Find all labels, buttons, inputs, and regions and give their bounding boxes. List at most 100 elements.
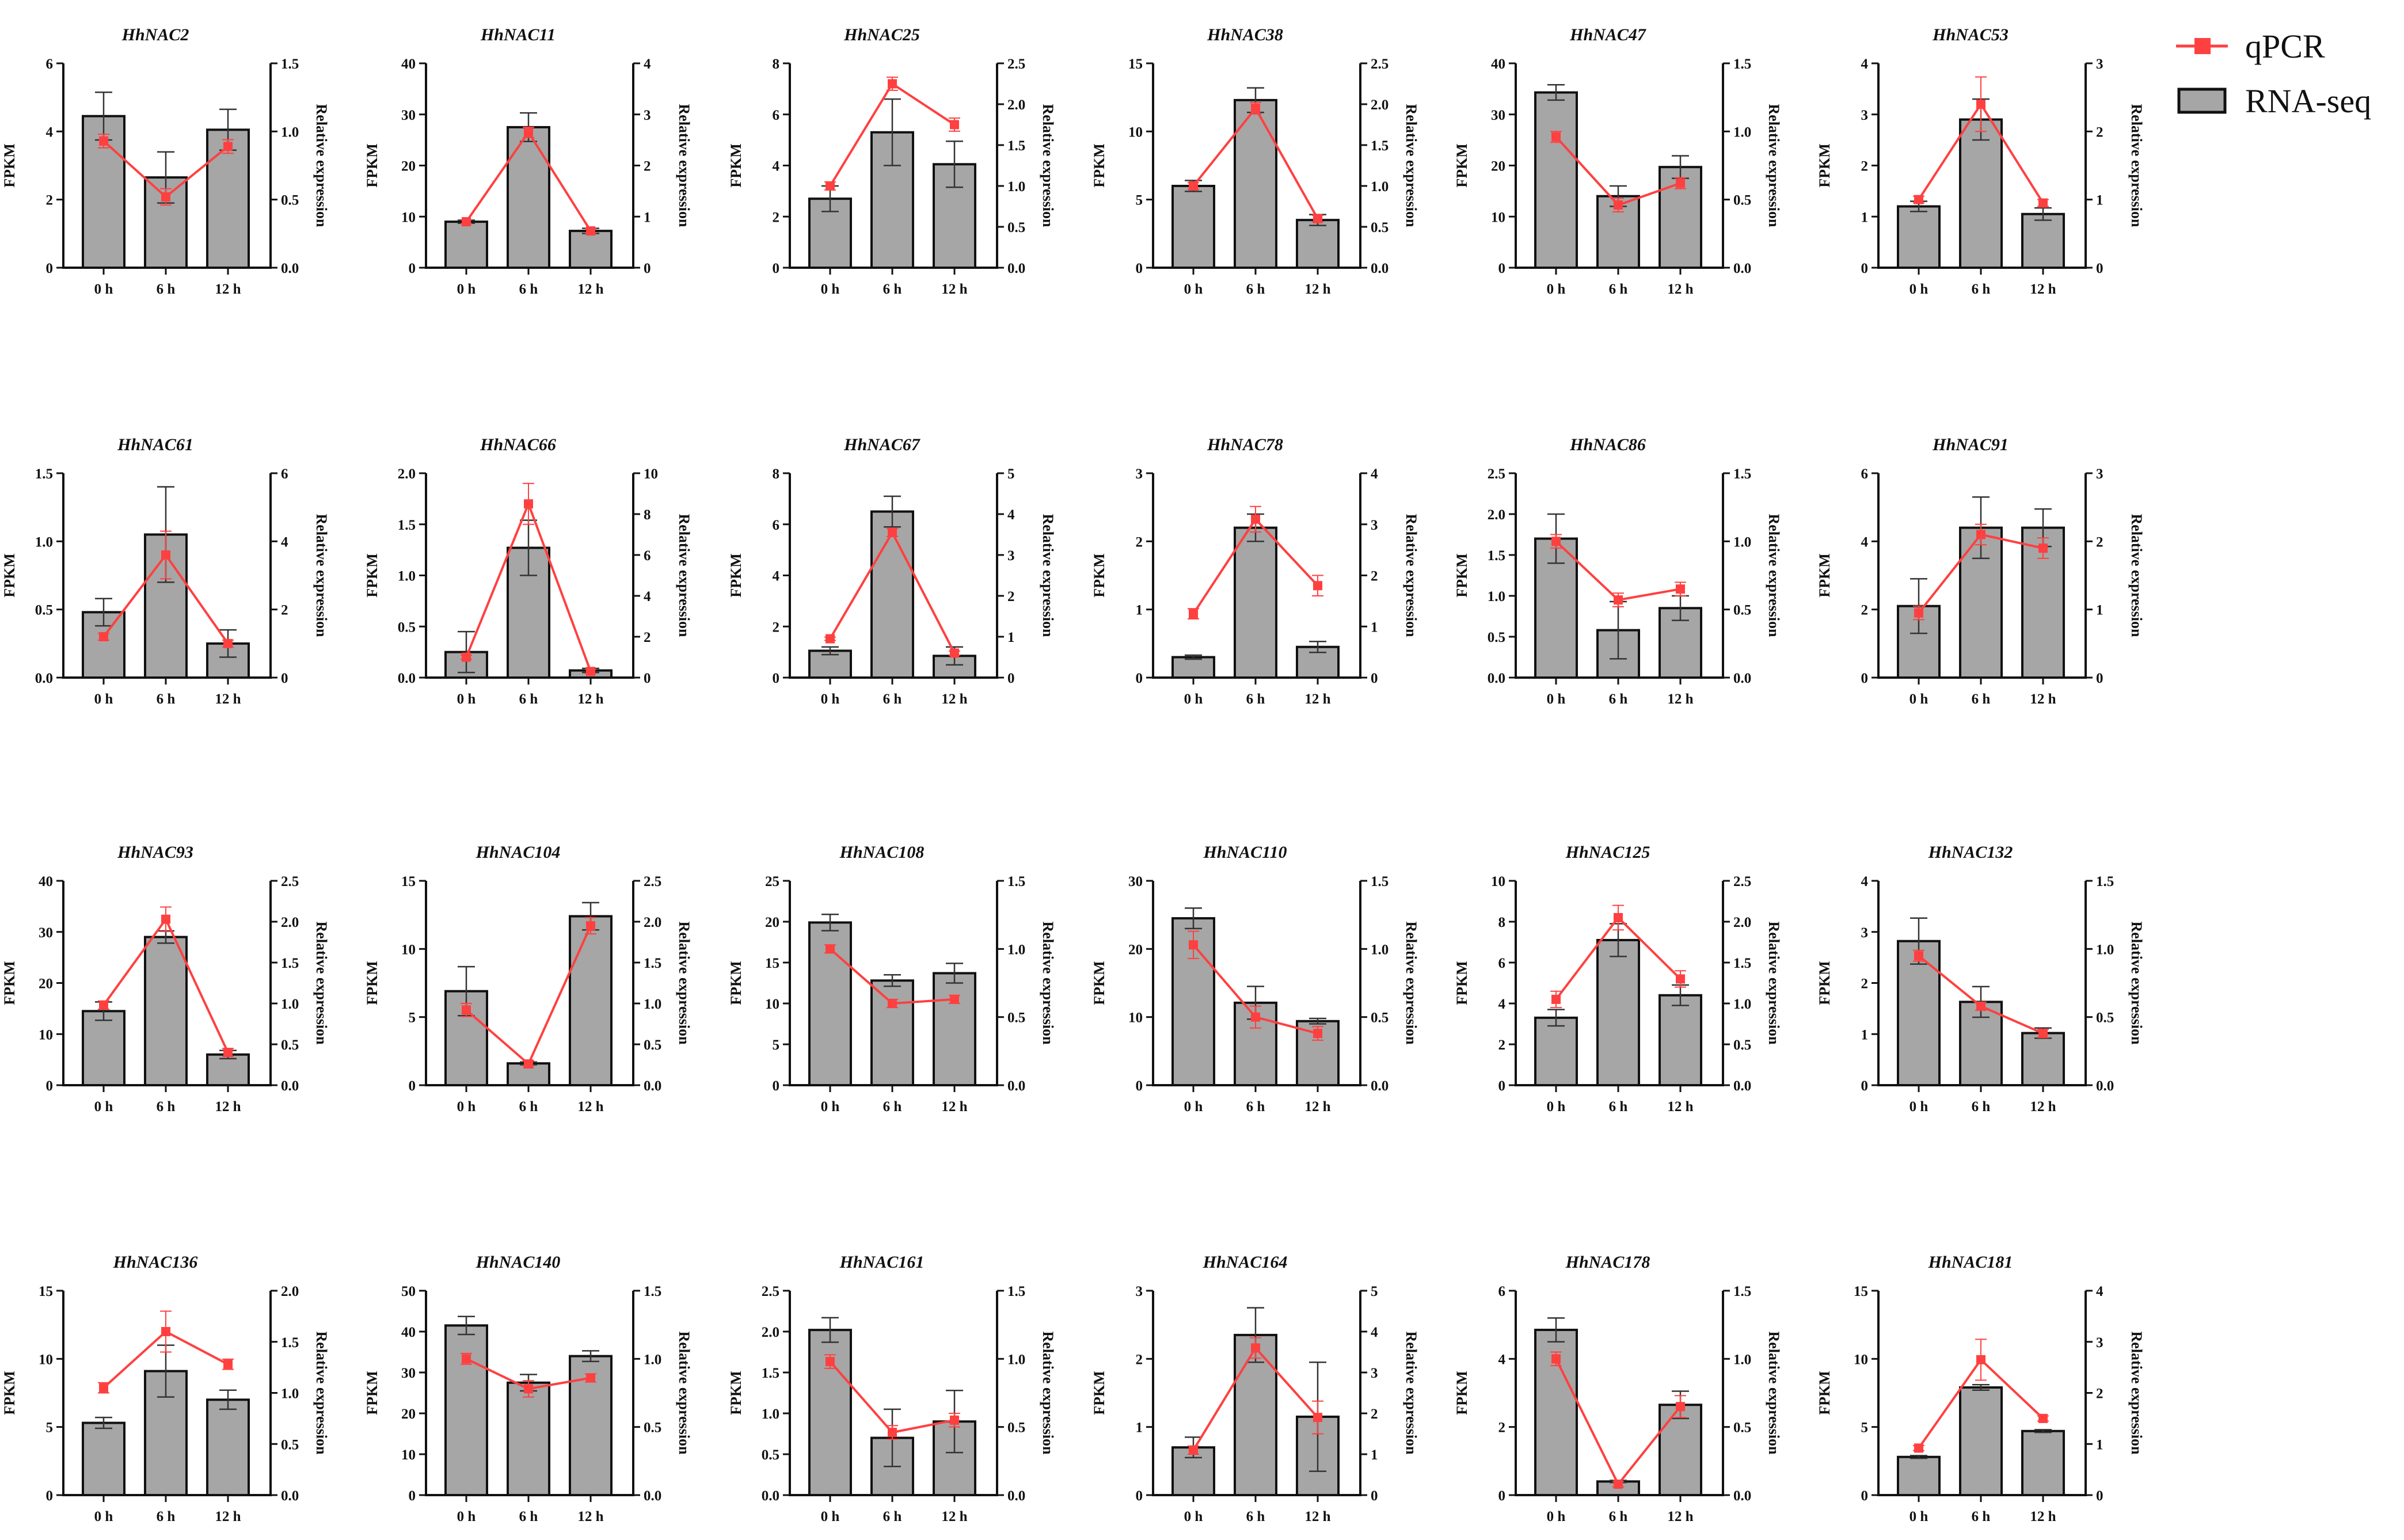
left-tick-label: 50 — [401, 1284, 416, 1299]
right-tick-label: 5 — [1007, 466, 1015, 482]
qpcr-point — [1313, 581, 1322, 591]
right-tick-label: 2.5 — [1007, 56, 1025, 72]
right-tick-label: 0.0 — [1007, 1078, 1025, 1094]
chart-hhnac125: HhNAC125 0 2 4 6 8 10 0.0 0.5 1.0 1.5 2.0 2.5 0 h 6 h 1… — [1454, 843, 1782, 1115]
bar — [1959, 1386, 2003, 1497]
left-tick-label: 1.0 — [1488, 589, 1505, 604]
qpcr-point — [586, 1373, 595, 1383]
right-tick-label: 2 — [1371, 1406, 1378, 1422]
left-tick-label: 25 — [765, 874, 779, 889]
left-tick-label: 0 — [46, 1078, 54, 1094]
qpcr-point — [99, 632, 108, 641]
right-tick-label: 0.0 — [281, 1488, 299, 1504]
left-tick-label: 40 — [401, 56, 416, 72]
x-tick-label: 0 h — [457, 1509, 476, 1524]
legend-rnaseq-swatch-icon — [2177, 88, 2227, 114]
right-tick-label: 3 — [644, 108, 651, 123]
left-tick-label: 10 — [401, 210, 416, 225]
left-tick-label: 5 — [773, 1037, 780, 1053]
qpcr-point — [1189, 609, 1198, 619]
bar — [82, 1010, 125, 1086]
left-tick-label: 10 — [401, 942, 416, 957]
qpcr-point — [524, 1384, 533, 1394]
x-tick-label: 0 h — [821, 1509, 840, 1524]
bar — [1659, 994, 1702, 1087]
y-axis-label-right: Relative expression — [2128, 514, 2145, 638]
right-tick-label: 1.5 — [281, 56, 299, 72]
chart-hhnac136: HhNAC136 0 5 10 15 0.0 0.5 1.0 1.5 2.0 0 h 6 h 12 h F… — [1, 1253, 330, 1524]
qpcr-point — [1551, 537, 1561, 546]
y-axis-label-right: Relative expression — [313, 514, 330, 638]
chart-title: HhNAC2 — [121, 25, 189, 44]
right-tick-label: 1.5 — [1007, 1284, 1025, 1299]
left-tick-label: 6 — [1498, 956, 1506, 971]
left-tick-label: 0 — [1136, 1488, 1143, 1504]
qpcr-point — [223, 142, 233, 151]
left-tick-label: 10 — [1854, 1352, 1868, 1367]
right-tick-label: 1.0 — [1007, 179, 1025, 195]
qpcr-point — [524, 1059, 533, 1069]
left-tick-label: 0 — [409, 261, 416, 276]
left-tick-label: 40 — [39, 874, 53, 889]
right-tick-label: 3 — [2096, 56, 2104, 72]
left-tick-label: 2 — [1498, 1420, 1506, 1436]
chart-title: HhNAC86 — [1569, 435, 1646, 454]
right-tick-label: 1.5 — [1371, 874, 1389, 889]
right-tick-label: 3 — [1371, 518, 1378, 533]
bar — [1959, 118, 2003, 269]
left-tick-label: 1.5 — [762, 1366, 779, 1381]
x-tick-label: 6 h — [519, 282, 538, 297]
right-tick-label: 1.5 — [281, 956, 299, 971]
right-tick-label: 0.0 — [1733, 671, 1751, 686]
chart-title: HhNAC178 — [1565, 1253, 1650, 1272]
qpcr-point — [1551, 1354, 1561, 1364]
right-tick-label: 1.0 — [281, 997, 299, 1012]
x-tick-label: 0 h — [821, 1099, 840, 1115]
y-axis-label-right: Relative expression — [1403, 104, 1420, 228]
x-tick-label: 0 h — [1909, 282, 1928, 297]
chart-hhnac93: HhNAC93 0 10 20 30 40 0.0 0.5 1.0 1.5 2.0 2.5 0 h 6 h… — [1, 843, 330, 1115]
x-tick-label: 12 h — [1667, 691, 1693, 707]
x-tick-label: 6 h — [883, 691, 902, 707]
bar — [507, 1381, 550, 1496]
chart-title: HhNAC104 — [476, 843, 561, 862]
y-axis-label-left: FPKM — [1454, 1371, 1470, 1415]
chart-title: HhNAC108 — [839, 843, 925, 862]
bar — [2021, 1429, 2065, 1496]
left-tick-label: 2.0 — [1488, 507, 1505, 523]
x-tick-label: 0 h — [1547, 282, 1566, 297]
x-tick-label: 12 h — [1304, 691, 1330, 707]
right-tick-label: 0 — [281, 671, 288, 686]
y-axis-label-left: FPKM — [728, 553, 744, 598]
qpcr-point — [462, 217, 471, 227]
x-tick-label: 12 h — [577, 282, 603, 297]
chart-title: HhNAC161 — [839, 1253, 925, 1272]
left-tick-label: 30 — [39, 925, 53, 941]
right-tick-label: 0.5 — [1733, 1037, 1751, 1053]
chart-title: HhNAC91 — [1932, 435, 2009, 454]
left-tick-label: 0.5 — [1488, 630, 1505, 645]
bar — [507, 546, 550, 679]
left-tick-label: 3 — [1861, 925, 1869, 941]
bar — [507, 126, 550, 269]
x-tick-label: 6 h — [1609, 1509, 1628, 1524]
y-axis-label-left: FPKM — [728, 961, 744, 1005]
y-axis-label-right: Relative expression — [2128, 104, 2145, 228]
y-axis-label-right: Relative expression — [1040, 104, 1056, 228]
right-tick-label: 1 — [2096, 1437, 2104, 1452]
left-tick-label: 8 — [1498, 915, 1506, 930]
left-tick-label: 0 — [773, 1078, 780, 1094]
right-tick-label: 0.5 — [281, 193, 299, 208]
left-tick-label: 20 — [39, 976, 53, 992]
right-tick-label: 1 — [644, 210, 651, 225]
right-tick-label: 1.0 — [1371, 179, 1389, 195]
y-axis-label-right: Relative expression — [1403, 1332, 1420, 1455]
bar — [1296, 219, 1340, 269]
x-tick-label: 12 h — [2030, 691, 2056, 707]
left-tick-label: 4 — [1861, 56, 1869, 72]
left-tick-label: 2 — [1861, 159, 1869, 174]
x-tick-label: 12 h — [941, 691, 967, 707]
qpcr-point — [1676, 1402, 1685, 1412]
y-axis-label-right: Relative expression — [313, 104, 330, 228]
qpcr-point — [1676, 584, 1685, 594]
